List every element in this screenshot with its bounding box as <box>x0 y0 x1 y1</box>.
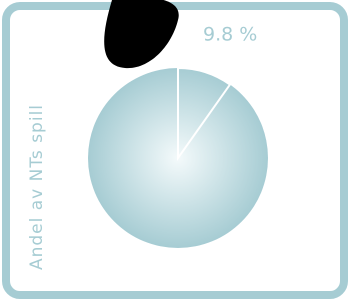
chart: Andel av NTs spill 9.8 % <box>0 0 350 301</box>
value-label: 9.8 % <box>203 23 257 45</box>
y-label: Andel av NTs spill <box>27 104 47 270</box>
